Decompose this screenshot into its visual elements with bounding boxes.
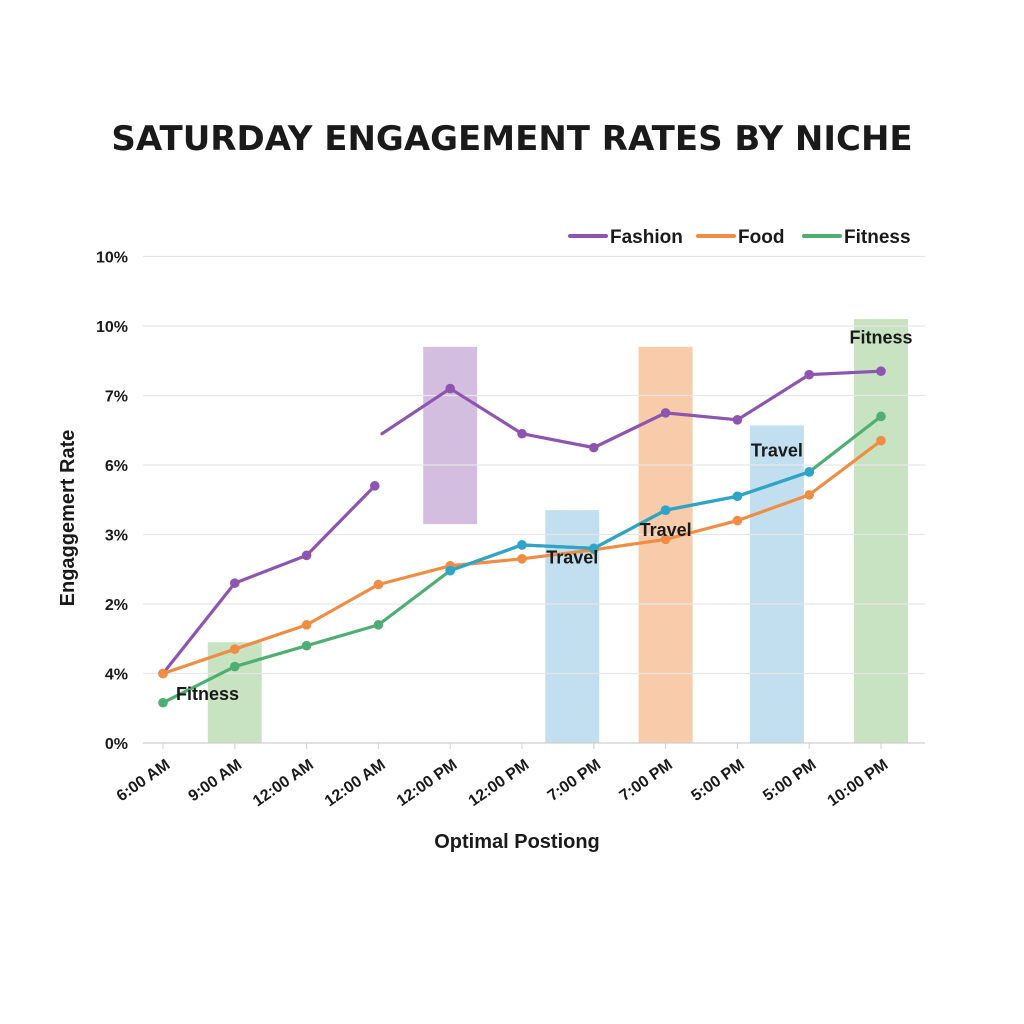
data-point-fashion <box>660 408 671 418</box>
data-point-food <box>804 490 814 500</box>
data-point-fitness <box>230 661 240 672</box>
data-point-food <box>660 534 671 545</box>
data-point-fashion <box>230 578 240 588</box>
highlight-bar-fitness-5 <box>854 319 908 743</box>
y-tick-label: 10% <box>96 319 128 336</box>
data-point-fashion <box>732 415 743 425</box>
series-line-fashion-1 <box>380 369 883 450</box>
x-tick-label: 5:00 PM <box>760 756 819 805</box>
x-tick-label: 10:00 PM <box>825 756 892 810</box>
data-point-food <box>230 644 240 654</box>
y-tick-label: 2% <box>105 597 128 614</box>
legend-label-fashion: Fashion <box>610 227 683 248</box>
data-point-fitness <box>158 697 168 708</box>
y-tick-label: 10% <box>96 250 128 267</box>
data-point-fashion <box>804 369 814 380</box>
legend: Fashion Food Fitness <box>568 227 911 248</box>
highlight-bars <box>207 319 908 743</box>
annotation-travel: Travel <box>546 548 598 568</box>
data-point-food <box>732 515 743 526</box>
annotation-fitness: Fitness <box>176 684 239 704</box>
y-tick-label: 4% <box>105 667 128 684</box>
y-tick-label: 7% <box>105 389 128 406</box>
chart-title: SATURDAY ENGAGEMENT RATES BY NICHE <box>111 119 912 159</box>
data-point-food <box>876 435 886 446</box>
y-tick-label: 6% <box>105 458 128 475</box>
series-line-travel-0 <box>448 470 811 573</box>
x-tick-label: 12:00 AM <box>322 756 389 810</box>
data-point-travel <box>660 505 671 515</box>
highlight-bar-fashion-1 <box>423 346 478 525</box>
x-tick-label: 7:00 PM <box>617 756 676 805</box>
x-tick-label: 12:00 PM <box>394 756 461 810</box>
annotation-travel: Travel <box>751 441 803 461</box>
series-lines <box>158 366 886 708</box>
y-tick-label: 3% <box>105 528 128 545</box>
annotations: Fitness Travel Travel Travel Fitness <box>176 327 913 704</box>
x-tick-label: 12:00 PM <box>466 756 533 810</box>
gridlines <box>143 255 925 744</box>
x-tick-label: 9:00 AM <box>186 756 246 805</box>
legend-label-food: Food <box>738 227 784 248</box>
highlight-bar-travel-4 <box>749 425 804 743</box>
y-axis-tick-labels: 0% 4% 2% 3% 6% 7% 10% 10% <box>96 250 128 754</box>
x-tick-label: 12:00 AM <box>250 756 317 810</box>
x-tick-label: 6:00 AM <box>114 756 174 805</box>
data-point-fashion <box>876 366 886 376</box>
annotation-fitness: Fitness <box>849 327 912 347</box>
highlight-bar-food-3 <box>638 346 693 743</box>
data-point-fitness <box>876 411 886 422</box>
data-point-fashion <box>517 428 527 439</box>
data-point-food <box>517 554 527 564</box>
data-point-fashion <box>370 481 380 491</box>
series-line-fashion-0 <box>161 484 377 676</box>
x-axis-tick-labels: 6:00 AM 9:00 AM 12:00 AM 12:00 AM 12:00 PM 12… <box>114 743 892 810</box>
data-point-fashion <box>301 550 312 561</box>
y-axis-title: Engaggemert Rate <box>57 430 79 607</box>
data-point-food <box>373 579 384 590</box>
data-point-fitness <box>301 640 312 651</box>
data-point-fashion <box>589 442 599 453</box>
data-point-food <box>301 620 312 630</box>
data-point-food <box>158 668 168 679</box>
data-point-travel <box>517 540 527 550</box>
data-point-fashion <box>445 383 456 394</box>
x-tick-label: 5:00 PM <box>688 756 747 805</box>
y-tick-label: 0% <box>105 736 128 753</box>
data-point-travel <box>732 491 743 502</box>
data-point-travel <box>589 543 599 554</box>
data-point-fitness <box>373 620 384 630</box>
x-tick-label: 7:00 PM <box>545 756 604 805</box>
data-point-travel <box>445 565 456 576</box>
x-axis-title: Optimal Postiong <box>434 831 600 853</box>
annotation-travel: Travel <box>640 520 692 540</box>
legend-label-fitness: Fitness <box>844 227 911 248</box>
highlight-bar-fitness-0 <box>207 642 262 743</box>
data-point-travel <box>804 467 814 477</box>
